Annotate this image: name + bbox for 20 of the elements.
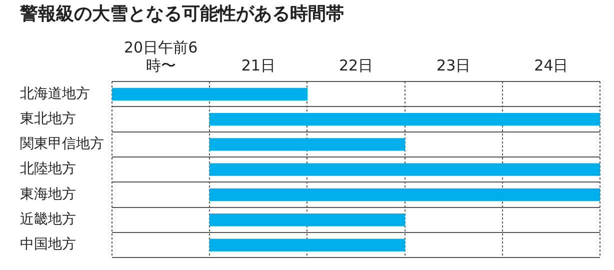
chart-title: 警報級の大雪となる可能性がある時間帯 xyxy=(19,3,344,24)
x-tick-label: 24日 xyxy=(534,56,568,74)
y-tick-label: 関東甲信地方 xyxy=(20,136,104,152)
y-tick-label: 北陸地方 xyxy=(20,161,76,178)
y-tick-label: 東海地方 xyxy=(20,186,76,202)
y-tick-label: 北海道地方 xyxy=(20,86,90,102)
bar xyxy=(209,238,406,252)
y-tick-label: 東北地方 xyxy=(20,110,76,127)
y-tick-label: 中国地方 xyxy=(20,236,76,253)
x-tick-label: 23日 xyxy=(436,56,471,74)
x-tick-label: 20日午前6時〜 xyxy=(124,38,198,74)
bar xyxy=(209,112,600,126)
bar xyxy=(209,163,600,176)
x-tick-label: 22日 xyxy=(338,56,374,74)
bar xyxy=(209,138,406,151)
bar xyxy=(209,214,406,226)
x-tick-label: 21日 xyxy=(241,56,276,74)
bar xyxy=(209,188,600,202)
bar xyxy=(112,88,308,100)
y-tick-label: 近畿地方 xyxy=(20,212,76,228)
